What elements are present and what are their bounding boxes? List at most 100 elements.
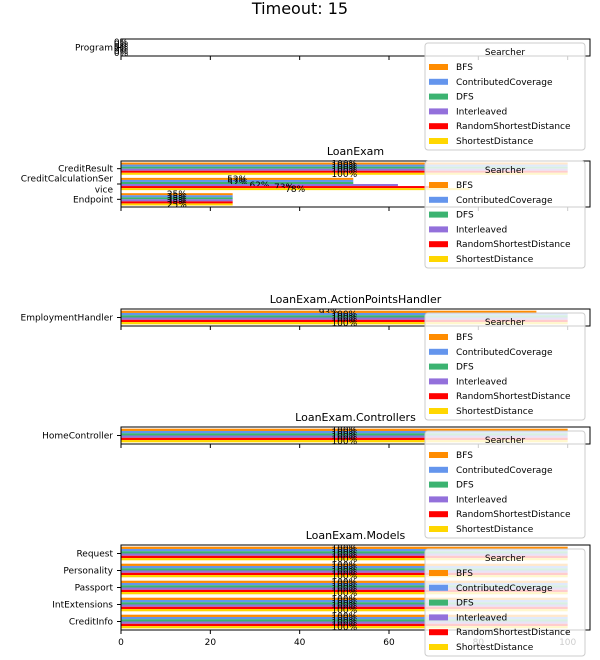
data-label-passport-randomshortestdistance: 100% bbox=[331, 587, 357, 597]
data-label-personality-bfs: 100% bbox=[331, 561, 357, 571]
bar-homecontroller-interleaved bbox=[121, 435, 568, 438]
legend-swatch-bfs bbox=[429, 334, 448, 340]
axes-frame bbox=[120, 426, 591, 445]
legend-entry-contributedcoverage: ContributedCoverage bbox=[456, 584, 553, 594]
legend-entry-shortestdistance: ShortestDistance bbox=[456, 643, 534, 653]
legend: Searcher BFS ContributedCoverage DFS Interle… bbox=[424, 548, 586, 657]
data-label-homecontroller-randomshortestdistance: 100% bbox=[331, 435, 357, 445]
legend-entry-interleaved: Interleaved bbox=[456, 225, 507, 235]
data-label-endpoint-contributedcoverage: 25% bbox=[167, 192, 187, 202]
legend-entry-dfs: DFS bbox=[456, 211, 474, 221]
bar-creditcalculationservice-dfs bbox=[121, 181, 354, 184]
legend-swatch-shortestdistance bbox=[429, 408, 448, 414]
legend-swatch-interleaved bbox=[429, 496, 448, 503]
data-label-request-interleaved: 100% bbox=[331, 551, 357, 561]
bar-creditresult-randomshortestdistance bbox=[121, 170, 568, 173]
data-label-endpoint-randomshortestdistance: 25% bbox=[167, 198, 187, 208]
bar-passport-shortestdistance bbox=[121, 592, 568, 595]
y-tick-label: CreditCalculationSer bbox=[21, 175, 114, 185]
subplot-title: LoanExam bbox=[327, 145, 384, 158]
legend: Searcher BFS ContributedCoverage DFS Interle… bbox=[424, 430, 586, 539]
subplot-loanexam-models: LoanExam.Models100%100%100%100%100%100%R… bbox=[52, 529, 591, 657]
data-label-endpoint-shortestdistance: 25% bbox=[167, 200, 187, 210]
data-label-endpoint-bfs: 25% bbox=[167, 190, 187, 200]
y-tick-label: Program bbox=[75, 44, 113, 54]
y-tick-label: IntExtensions bbox=[52, 601, 113, 611]
y-tick-label: Personality bbox=[63, 567, 113, 577]
legend-swatch-bfs bbox=[429, 570, 448, 576]
legend-box bbox=[424, 548, 586, 657]
bar-creditcalculationservice-bfs bbox=[121, 177, 354, 180]
legend-entry-bfs: BFS bbox=[456, 333, 473, 343]
subplot-panel-1: 0%0%0%0%0%0%Program SearcherBFSContribute… bbox=[75, 38, 591, 151]
subplot-loanexam: LoanExam100%100%100%100%100%100%CreditRe… bbox=[21, 145, 591, 269]
bar-intextensions-shortestdistance bbox=[121, 609, 568, 612]
bar-endpoint-randomshortestdistance bbox=[121, 201, 233, 204]
bar-endpoint-shortestdistance bbox=[121, 203, 233, 206]
data-label-creditcalculationservice-dfs: 52% bbox=[227, 179, 247, 189]
bar-creditinfo-dfs bbox=[121, 619, 568, 622]
bar-creditinfo-randomshortestdistance bbox=[121, 623, 568, 627]
data-label-intextensions-interleaved: 100% bbox=[331, 602, 357, 612]
legend-entry-contributedcoverage: ContributedCoverage bbox=[456, 78, 553, 88]
bar-creditcalculationservice-randomshortestdistance bbox=[121, 186, 448, 189]
legend-entry-shortestdistance: ShortestDistance bbox=[456, 407, 534, 417]
bar-request-contributedcoverage bbox=[121, 548, 568, 552]
data-label-intextensions-contributedcoverage: 100% bbox=[331, 597, 357, 607]
data-label-homecontroller-contributedcoverage: 100% bbox=[331, 428, 357, 438]
legend-swatch-bfs bbox=[429, 182, 448, 188]
legend-entry-dfs: DFS bbox=[456, 363, 474, 373]
data-label-endpoint-dfs: 25% bbox=[167, 194, 187, 204]
data-label-passport-bfs: 100% bbox=[331, 578, 357, 588]
legend-swatch-dfs bbox=[429, 599, 448, 606]
subplot-title: LoanExam.Models bbox=[306, 529, 406, 542]
bar-employmenthandler-contributedcoverage bbox=[121, 312, 568, 316]
legend-swatch-interleaved bbox=[429, 378, 448, 385]
legend-entry-bfs: BFS bbox=[456, 451, 473, 461]
bar-employmenthandler-bfs bbox=[121, 310, 537, 313]
subplots: 0%0%0%0%0%0%Program SearcherBFSContribute… bbox=[21, 38, 591, 657]
y-tick-label: Endpoint bbox=[73, 195, 114, 205]
data-label-request-shortestdistance: 100% bbox=[331, 555, 357, 565]
bar-request-randomshortestdistance bbox=[121, 555, 568, 559]
legend-swatch-randomshortestdistance bbox=[429, 629, 448, 636]
figure-title: Timeout: 15 bbox=[251, 0, 348, 18]
y-tick-label: CreditInfo bbox=[69, 618, 114, 628]
legend-box bbox=[424, 430, 586, 539]
bar-passport-interleaved bbox=[121, 587, 568, 590]
data-label-homecontroller-dfs: 100% bbox=[331, 430, 357, 440]
subplot-title: LoanExam.ActionPointsHandler bbox=[270, 293, 442, 306]
y-tick-label: EmploymentHandler bbox=[21, 314, 114, 324]
legend-entry-randomshortestdistance: RandomShortestDistance bbox=[456, 240, 571, 250]
legend: Searcher BFS ContributedCoverage DFS Interle… bbox=[424, 42, 586, 151]
legend-box bbox=[424, 160, 586, 269]
x-tick-label: 40 bbox=[294, 638, 306, 648]
data-label-endpoint-interleaved: 25% bbox=[167, 196, 187, 206]
data-label-creditresult-bfs: 100% bbox=[331, 160, 357, 170]
data-label-homecontroller-shortestdistance: 100% bbox=[331, 437, 357, 447]
bar-creditcalculationservice-contributedcoverage bbox=[121, 179, 354, 182]
data-label-creditcalculationservice-shortestdistance: 78% bbox=[285, 185, 305, 195]
legend-swatch-bfs bbox=[429, 452, 448, 458]
data-label-creditresult-contributedcoverage: 100% bbox=[331, 162, 357, 172]
legend-entry-randomshortestdistance: RandomShortestDistance bbox=[456, 510, 571, 520]
legend-swatch-interleaved bbox=[429, 614, 448, 621]
data-label-personality-contributedcoverage: 100% bbox=[331, 563, 357, 573]
legend-entry-shortestdistance: ShortestDistance bbox=[456, 525, 534, 535]
legend-entry-shortestdistance: ShortestDistance bbox=[456, 255, 534, 265]
bar-creditresult-bfs bbox=[121, 162, 568, 165]
data-label-personality-dfs: 100% bbox=[331, 565, 357, 575]
legend: Searcher BFS ContributedCoverage DFS Interle… bbox=[424, 160, 586, 269]
data-label-employmenthandler-shortestdistance: 100% bbox=[331, 319, 357, 329]
legend-entry-interleaved: Interleaved bbox=[456, 377, 507, 387]
bar-personality-contributedcoverage bbox=[121, 565, 568, 569]
bar-request-interleaved bbox=[121, 553, 568, 556]
legend-swatch-contributedcoverage bbox=[429, 196, 448, 203]
bar-creditinfo-contributedcoverage bbox=[121, 616, 568, 620]
bar-intextensions-contributedcoverage bbox=[121, 599, 568, 603]
data-label-intextensions-bfs: 100% bbox=[331, 595, 357, 605]
axes-frame bbox=[120, 160, 591, 208]
data-label-request-randomshortestdistance: 100% bbox=[331, 553, 357, 563]
data-label-creditresult-dfs: 100% bbox=[331, 164, 357, 174]
data-label-creditcalculationservice-randomshortestdistance: 73% bbox=[274, 183, 294, 193]
